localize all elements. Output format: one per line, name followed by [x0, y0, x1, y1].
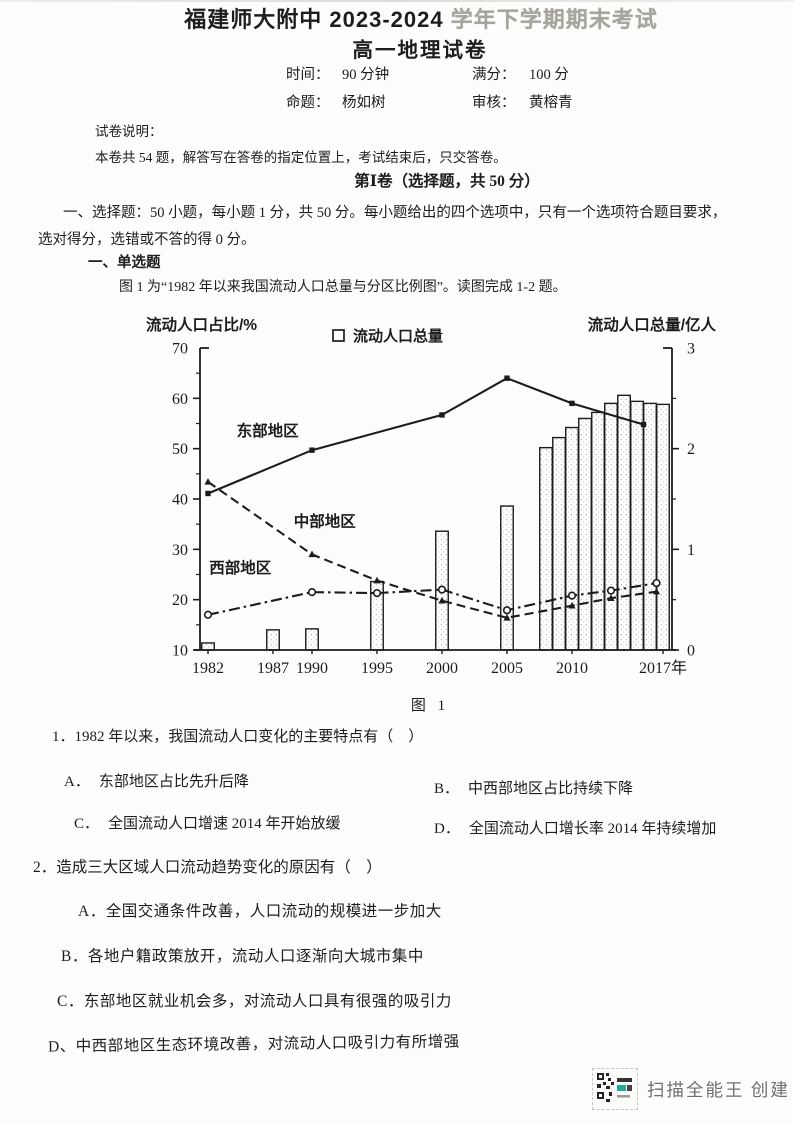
camscanner-watermark: 扫描全能王 创建 — [592, 1068, 790, 1110]
scan-edge-artifact — [0, 0, 794, 2]
notes-title: 试卷说明： — [95, 124, 163, 139]
option-text: 中西部地区占比持续下降 — [468, 781, 634, 797]
option-text: 全国流动人口增长率 2014 年持续增加 — [468, 821, 717, 837]
svg-text:30: 30 — [172, 542, 188, 559]
legend-bar-marker — [332, 329, 345, 342]
line-central — [204, 478, 661, 621]
figure1-chart-wrap: 流动人口占比/% 流动人口总量/亿人流动人口总量 10 20 30 40 50 60 70 0 1 2… — [140, 308, 720, 696]
svg-text:2000: 2000 — [426, 660, 458, 677]
option-text: 东部地区占比先升后降 — [98, 774, 249, 790]
option-text: 各地户籍政策放开，流动人口逐渐向大城市集中 — [87, 948, 424, 965]
svg-text:10: 10 — [172, 643, 188, 660]
notes-body: 本卷共 54 题，解答写在答卷的指定位置上，考试结束后，只交答卷。 — [95, 150, 507, 165]
right-axis-title: 流动人口总量/亿人 — [588, 315, 717, 334]
question-1-option-d: D． 全国流动人口增长率 2014 年持续增加 — [434, 817, 716, 838]
figure-caption: 图 1 — [410, 698, 450, 714]
school-title-main: 福建师大附中 2023-2024 — [184, 7, 451, 32]
question-2-option-d: D、中西部地区生态环境改善，对流动人口吸引力有所增强 — [48, 1029, 460, 1056]
question-2-option-c: C．东部地区就业机会多，对流动人口具有很强的吸引力 — [57, 989, 452, 1011]
option-text: 中西部地区生态环境改善，对流动人口吸引力有所增强 — [75, 1033, 460, 1056]
axes — [193, 347, 679, 654]
svg-text:40: 40 — [172, 492, 188, 509]
full-score-value: 100 分 — [529, 67, 569, 83]
full-score-label: 满分： — [472, 67, 516, 83]
question-stimulus: 图 1 为“1982 年以来我国流动人口总量与分区比例图”。读图完成 1-2 题… — [119, 280, 567, 295]
svg-text:50: 50 — [172, 441, 188, 458]
reviewer-value: 黄榕青 — [529, 95, 573, 111]
time-label: 时间： — [286, 67, 330, 83]
question-1-option-b: B． 中西部地区占比持续下降 — [434, 777, 633, 798]
svg-text:3: 3 — [687, 341, 695, 358]
svg-text:1982: 1982 — [192, 660, 224, 677]
school-title-faded: 学年下学期期末考试 — [450, 7, 658, 32]
setter-value: 杨如树 — [342, 95, 386, 111]
section-instruction-line1: 一、选择题：50 小题，每小题 1 分，共 50 分。每小题给出的四个选项中，只… — [63, 205, 727, 221]
camscanner-qr-icon — [592, 1068, 638, 1110]
left-axis-title: 流动人口占比/% — [146, 315, 257, 334]
subsection-title: 一、单选题 — [88, 255, 161, 271]
svg-text:20: 20 — [172, 592, 188, 609]
svg-text:1: 1 — [687, 542, 695, 559]
series-label-east: 东部地区 — [237, 421, 300, 440]
option-label: B． — [61, 948, 88, 965]
question-1-number: 1． — [52, 729, 75, 745]
svg-text:2005: 2005 — [491, 660, 523, 677]
paper-info-grid: 时间： 90 分钟 满分： 100 分 命题： 杨如树 审核： 黄榕青 — [286, 66, 649, 112]
question-2-option-a: A．全国交通条件改善，人口流动的规模进一步加大 — [78, 899, 442, 921]
option-label: A． — [78, 903, 106, 920]
section-instruction-line2: 选对得分，选错或不答的得 0 分。 — [38, 232, 256, 248]
series-label-central: 中部地区 — [294, 512, 357, 531]
time-value: 90 分钟 — [342, 67, 390, 83]
question-1-option-c: C． 全国流动人口增速 2014 年开始放缓 — [74, 812, 341, 833]
option-label: C． — [57, 993, 84, 1010]
camscanner-watermark-text: 扫描全能王 创建 — [647, 1079, 790, 1100]
question-2-text: 造成三大区域人口流动趋势变化的原因有（ ） — [56, 859, 382, 876]
svg-text:1987: 1987 — [257, 660, 289, 677]
legend-label: 流动人口总量 — [353, 327, 443, 345]
svg-text:2017年: 2017年 — [639, 659, 687, 677]
paper-title: 高一地理试卷 — [352, 39, 488, 62]
line-east — [205, 375, 647, 497]
option-text: 全国流动人口增速 2014 年开始放缓 — [108, 816, 341, 832]
question-2-stem: 2．造成三大区域人口流动趋势变化的原因有（ ） — [33, 855, 382, 877]
question-2-number: 2． — [33, 859, 57, 876]
setter-label: 命题： — [286, 95, 330, 111]
option-label: B． — [434, 781, 460, 797]
svg-text:70: 70 — [172, 341, 188, 358]
svg-text:2010: 2010 — [556, 660, 588, 677]
question-1-option-a: A． 东部地区占比先升后降 — [64, 770, 249, 791]
question-1-text: 1982 年以来，我国流动人口变化的主要特点有（ ） — [74, 729, 424, 745]
line-west — [203, 578, 661, 619]
section-title: 第Ⅰ卷（选择题，共 50 分） — [354, 173, 540, 190]
svg-text:2: 2 — [687, 441, 695, 458]
svg-text:0: 0 — [687, 643, 695, 660]
option-label: C． — [74, 816, 100, 832]
option-label: A． — [64, 774, 90, 790]
option-label: D． — [434, 821, 460, 837]
svg-text:1990: 1990 — [296, 660, 328, 677]
series-label-west: 西部地区 — [209, 558, 272, 577]
question-2-option-b: B．各地户籍政策放开，流动人口逐渐向大城市集中 — [61, 944, 424, 966]
question-1-stem: 1．1982 年以来，我国流动人口变化的主要特点有（ ） — [52, 725, 423, 746]
option-text: 东部地区就业机会多，对流动人口具有很强的吸引力 — [83, 993, 452, 1010]
school-title: 福建师大附中 2023-2024 学年下学期期末考试 — [24, 2, 794, 34]
option-text: 全国交通条件改善，人口流动的规模进一步加大 — [105, 903, 442, 920]
option-label: D、 — [47, 1038, 76, 1056]
svg-text:60: 60 — [172, 391, 188, 408]
reviewer-label: 审核： — [472, 95, 516, 111]
svg-text:1995: 1995 — [361, 660, 393, 677]
